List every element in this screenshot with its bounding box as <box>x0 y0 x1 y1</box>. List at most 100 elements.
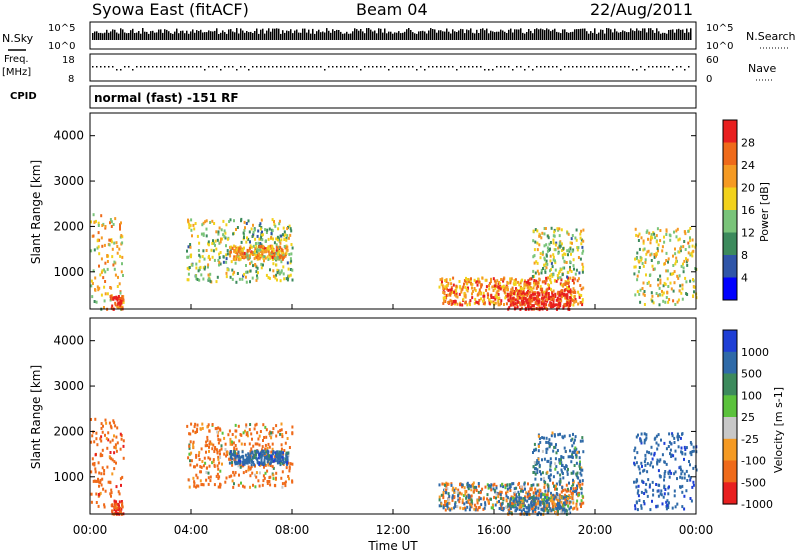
echo-cell <box>560 283 563 287</box>
echo-cell <box>547 236 550 240</box>
echo-cell <box>669 238 672 242</box>
echo-cell <box>570 486 572 490</box>
echo-cell <box>653 437 656 441</box>
echo-cell <box>442 291 445 294</box>
echo-cell <box>490 483 493 487</box>
echo-cell <box>636 451 639 455</box>
echo-cell <box>537 445 540 448</box>
echo-cell <box>108 243 111 247</box>
freq-dot <box>368 66 370 68</box>
echo-cell <box>218 256 221 260</box>
noise-bar <box>560 33 562 40</box>
echo-cell <box>568 299 571 303</box>
freq-dot <box>516 66 518 68</box>
echo-cell <box>658 303 661 307</box>
echo-cell <box>649 253 652 257</box>
echo-cell <box>279 241 282 245</box>
echo-cell <box>275 251 278 255</box>
noise-bar <box>138 31 140 40</box>
echo-cell <box>549 254 552 258</box>
echo-cell <box>510 277 513 281</box>
echo-cell <box>442 491 445 495</box>
noise-bar <box>636 28 638 40</box>
echo-cell <box>536 468 539 472</box>
echo-cell <box>549 473 552 477</box>
echo-cell <box>99 452 102 456</box>
echo-cell <box>501 506 504 510</box>
noise-bar <box>362 31 364 40</box>
echo-cell <box>232 272 235 276</box>
echo-cell <box>190 253 193 257</box>
noise-bar <box>154 32 156 40</box>
echo-cell <box>281 251 284 255</box>
echo-cell <box>239 465 242 469</box>
velocity-echoes <box>90 417 698 517</box>
echo-cell <box>266 460 269 464</box>
echo-cell <box>490 296 493 299</box>
echo-cell <box>667 471 670 475</box>
echo-cell <box>513 487 516 491</box>
echo-cell <box>217 485 220 489</box>
freq-dot <box>664 66 666 68</box>
noise-bar <box>542 29 544 40</box>
echo-cell <box>208 254 210 258</box>
velocity-colorbar-label: Velocity [m s-1] <box>772 387 785 473</box>
echo-cell <box>234 261 237 265</box>
echo-cell <box>561 253 564 257</box>
echo-cell <box>193 480 196 484</box>
echo-cell <box>106 254 109 257</box>
echo-cell <box>575 455 578 459</box>
echo-cell <box>254 442 257 446</box>
echo-cell <box>685 260 688 264</box>
echo-cell <box>571 497 574 500</box>
echo-cell <box>464 295 467 299</box>
colorbar-swatch <box>723 187 737 211</box>
echo-cell <box>532 269 535 273</box>
echo-cell <box>511 299 514 303</box>
noise-bar <box>352 31 354 40</box>
echo-cell <box>204 220 207 224</box>
echo-cell <box>256 461 259 465</box>
echo-cell <box>285 451 288 455</box>
echo-cell <box>471 286 473 290</box>
echo-cell <box>513 279 516 282</box>
echo-cell <box>189 432 192 436</box>
echo-cell <box>255 422 258 426</box>
echo-cell <box>562 284 565 288</box>
echo-cell <box>667 503 670 507</box>
echo-cell <box>186 255 189 259</box>
echo-cell <box>563 259 566 263</box>
echo-cell <box>94 288 96 292</box>
echo-cell <box>637 270 640 274</box>
echo-cell <box>249 262 251 266</box>
echo-cell <box>280 447 283 451</box>
echo-cell <box>569 455 572 459</box>
echo-cell <box>229 450 232 454</box>
echo-cell <box>269 268 271 272</box>
echo-cell <box>581 468 584 472</box>
echo-cell <box>241 450 244 454</box>
echo-cell <box>645 436 648 440</box>
noise-bar <box>518 29 520 40</box>
echo-cell <box>530 507 533 511</box>
echo-cell <box>642 239 645 243</box>
noise-bar <box>290 29 292 40</box>
echo-cell <box>676 432 679 436</box>
freq-dot <box>276 66 278 68</box>
echo-cell <box>469 502 472 506</box>
echo-cell <box>219 483 222 487</box>
echo-cell <box>672 289 675 293</box>
echo-cell <box>484 501 487 505</box>
noise-bar <box>160 29 162 40</box>
echo-cell <box>260 233 263 237</box>
echo-cell <box>531 296 534 300</box>
echo-cell <box>541 436 544 440</box>
echo-cell <box>453 496 456 500</box>
echo-cell <box>90 440 93 444</box>
freq-dot <box>296 66 298 68</box>
noise-bar <box>524 33 526 40</box>
echo-cell <box>478 506 480 510</box>
echo-cell <box>642 469 645 473</box>
echo-cell <box>524 504 526 508</box>
noise-bar <box>422 30 424 40</box>
